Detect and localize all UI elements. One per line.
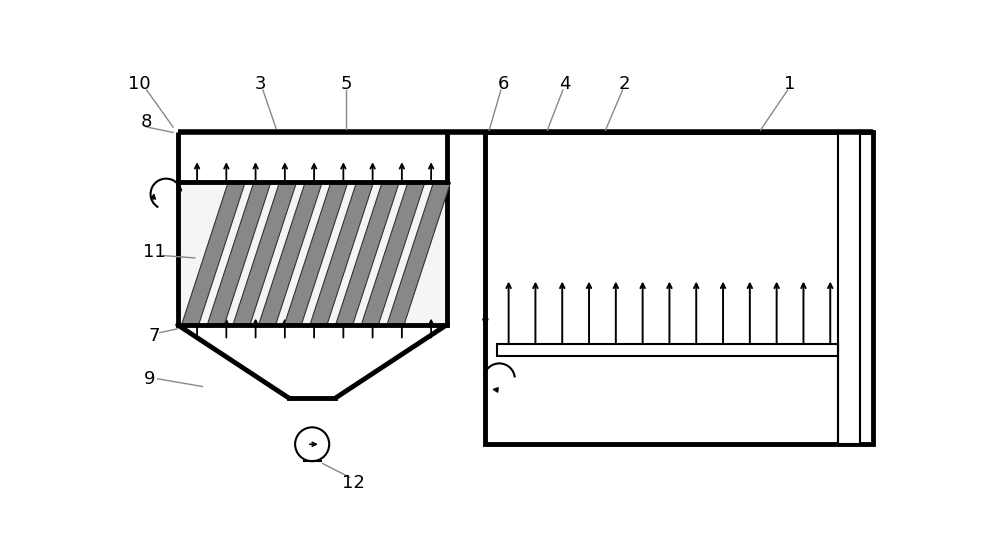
Polygon shape [361, 182, 425, 325]
Text: 4: 4 [559, 75, 571, 93]
Text: 1: 1 [784, 75, 796, 93]
Polygon shape [310, 182, 373, 325]
Text: 3: 3 [255, 75, 266, 93]
Text: 5: 5 [340, 75, 352, 93]
Text: 2: 2 [619, 75, 631, 93]
Text: 9: 9 [144, 370, 156, 388]
Polygon shape [284, 182, 348, 325]
Polygon shape [259, 182, 322, 325]
Text: 11: 11 [143, 243, 166, 261]
Polygon shape [207, 182, 271, 325]
Polygon shape [387, 182, 450, 325]
Polygon shape [182, 182, 245, 325]
Text: 12: 12 [342, 474, 365, 492]
Polygon shape [233, 182, 296, 325]
Polygon shape [838, 132, 860, 444]
Text: 8: 8 [141, 113, 152, 131]
Text: 10: 10 [128, 75, 150, 93]
Polygon shape [336, 182, 399, 325]
Polygon shape [497, 344, 838, 355]
Text: 6: 6 [498, 75, 509, 93]
Polygon shape [178, 182, 447, 325]
Text: 7: 7 [149, 328, 160, 345]
